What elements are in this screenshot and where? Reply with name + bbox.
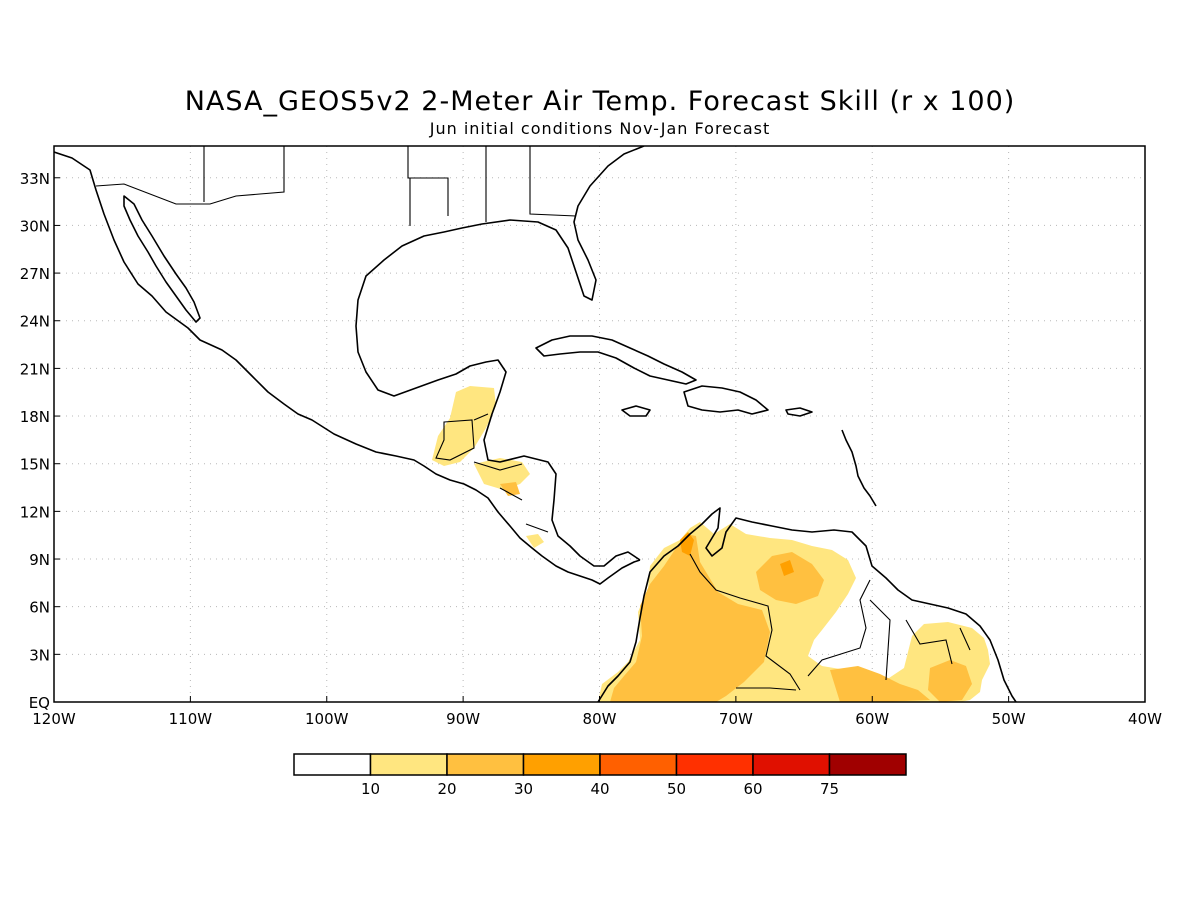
skill-region-honduras-20 bbox=[500, 482, 520, 496]
skill-region-southamerica-20 bbox=[610, 534, 770, 702]
lon-tick-label: 70W bbox=[719, 710, 753, 728]
colorbar-swatch bbox=[599, 753, 678, 776]
lat-tick-label: EQ bbox=[29, 694, 50, 712]
lat-tick-label: 9N bbox=[29, 551, 50, 569]
gulf-of-mexico-coastline bbox=[355, 146, 645, 567]
lat-tick-label: 24N bbox=[20, 313, 50, 331]
lat-tick-label: 6N bbox=[29, 599, 50, 617]
skill-shading bbox=[432, 386, 990, 702]
skill-region-guiana-20 bbox=[830, 666, 930, 702]
lat-tick-label: 30N bbox=[20, 217, 50, 235]
coastlines bbox=[54, 146, 1017, 702]
lat-tick-label: 21N bbox=[20, 360, 50, 378]
axis-ticks: 120W 110W 100W 90W 80W 70W 60W 50W 40W EQ 3N 6N 9N 12… bbox=[20, 170, 1162, 728]
map-subtitle: Jun initial conditions Nov-Jan Forecast bbox=[429, 119, 771, 138]
lon-tick-label: 100W bbox=[305, 710, 349, 728]
lat-tick-label: 18N bbox=[20, 408, 50, 426]
lon-tick-label: 120W bbox=[32, 710, 76, 728]
south-america-borders bbox=[689, 553, 971, 691]
colorbar-swatch bbox=[369, 753, 448, 776]
cuba-coastline bbox=[535, 335, 697, 385]
skill-region-colombia-30 bbox=[680, 532, 694, 556]
country-borders bbox=[95, 146, 971, 691]
colorbar-swatch bbox=[752, 753, 831, 776]
lon-tick-label: 40W bbox=[1128, 710, 1162, 728]
puerto-rico-coastline bbox=[785, 407, 813, 417]
colorbar-label: 75 bbox=[820, 780, 839, 798]
map-title: NASA_GEOS5v2 2-Meter Air Temp. Forecast … bbox=[184, 86, 1016, 117]
lat-tick-label: 27N bbox=[20, 265, 50, 283]
lat-tick-label: 12N bbox=[20, 503, 50, 521]
colorbar-label: 30 bbox=[514, 780, 533, 798]
colorbar-swatch bbox=[675, 753, 754, 776]
colorbar-swatch bbox=[293, 753, 372, 776]
us-mexico-border bbox=[95, 146, 285, 205]
skill-region-venezuela-20 bbox=[756, 552, 824, 604]
skill-region-venezuela-30 bbox=[780, 560, 794, 576]
central-america-borders bbox=[473, 461, 549, 533]
colorbar-swatch bbox=[446, 753, 525, 776]
skill-region-yucatan-10 bbox=[432, 386, 496, 466]
south-america-coastline bbox=[597, 507, 1017, 702]
lat-tick-label: 3N bbox=[29, 646, 50, 664]
jamaica-coastline bbox=[621, 405, 651, 417]
lat-tick-label: 15N bbox=[20, 456, 50, 474]
us-state-borders bbox=[203, 146, 577, 226]
colorbar-label: 40 bbox=[590, 780, 609, 798]
lon-tick-label: 110W bbox=[169, 710, 213, 728]
map-frame bbox=[53, 145, 1146, 703]
colorbar-swatch bbox=[828, 753, 907, 776]
colorbar-label: 50 bbox=[667, 780, 686, 798]
colorbar: 10 20 30 40 50 60 75 bbox=[293, 753, 907, 798]
guatemala-belize-border bbox=[435, 413, 489, 461]
colorbar-label: 60 bbox=[743, 780, 762, 798]
colorbar-label: 20 bbox=[437, 780, 456, 798]
lon-tick-label: 60W bbox=[855, 710, 889, 728]
map-gridlines bbox=[54, 146, 1145, 702]
skill-region-nicaragua-10 bbox=[526, 534, 544, 548]
baja-california-coastline bbox=[123, 195, 201, 323]
lon-tick-label: 50W bbox=[992, 710, 1026, 728]
lat-tick-label: 33N bbox=[20, 170, 50, 188]
lon-tick-label: 80W bbox=[583, 710, 617, 728]
skill-region-amazon-20 bbox=[928, 660, 972, 702]
north-america-coastline bbox=[54, 151, 641, 585]
hispaniola-coastline bbox=[683, 385, 769, 415]
lesser-antilles bbox=[841, 429, 877, 507]
colorbar-label: 10 bbox=[361, 780, 380, 798]
lon-tick-label: 90W bbox=[446, 710, 480, 728]
colorbar-swatch bbox=[522, 753, 601, 776]
